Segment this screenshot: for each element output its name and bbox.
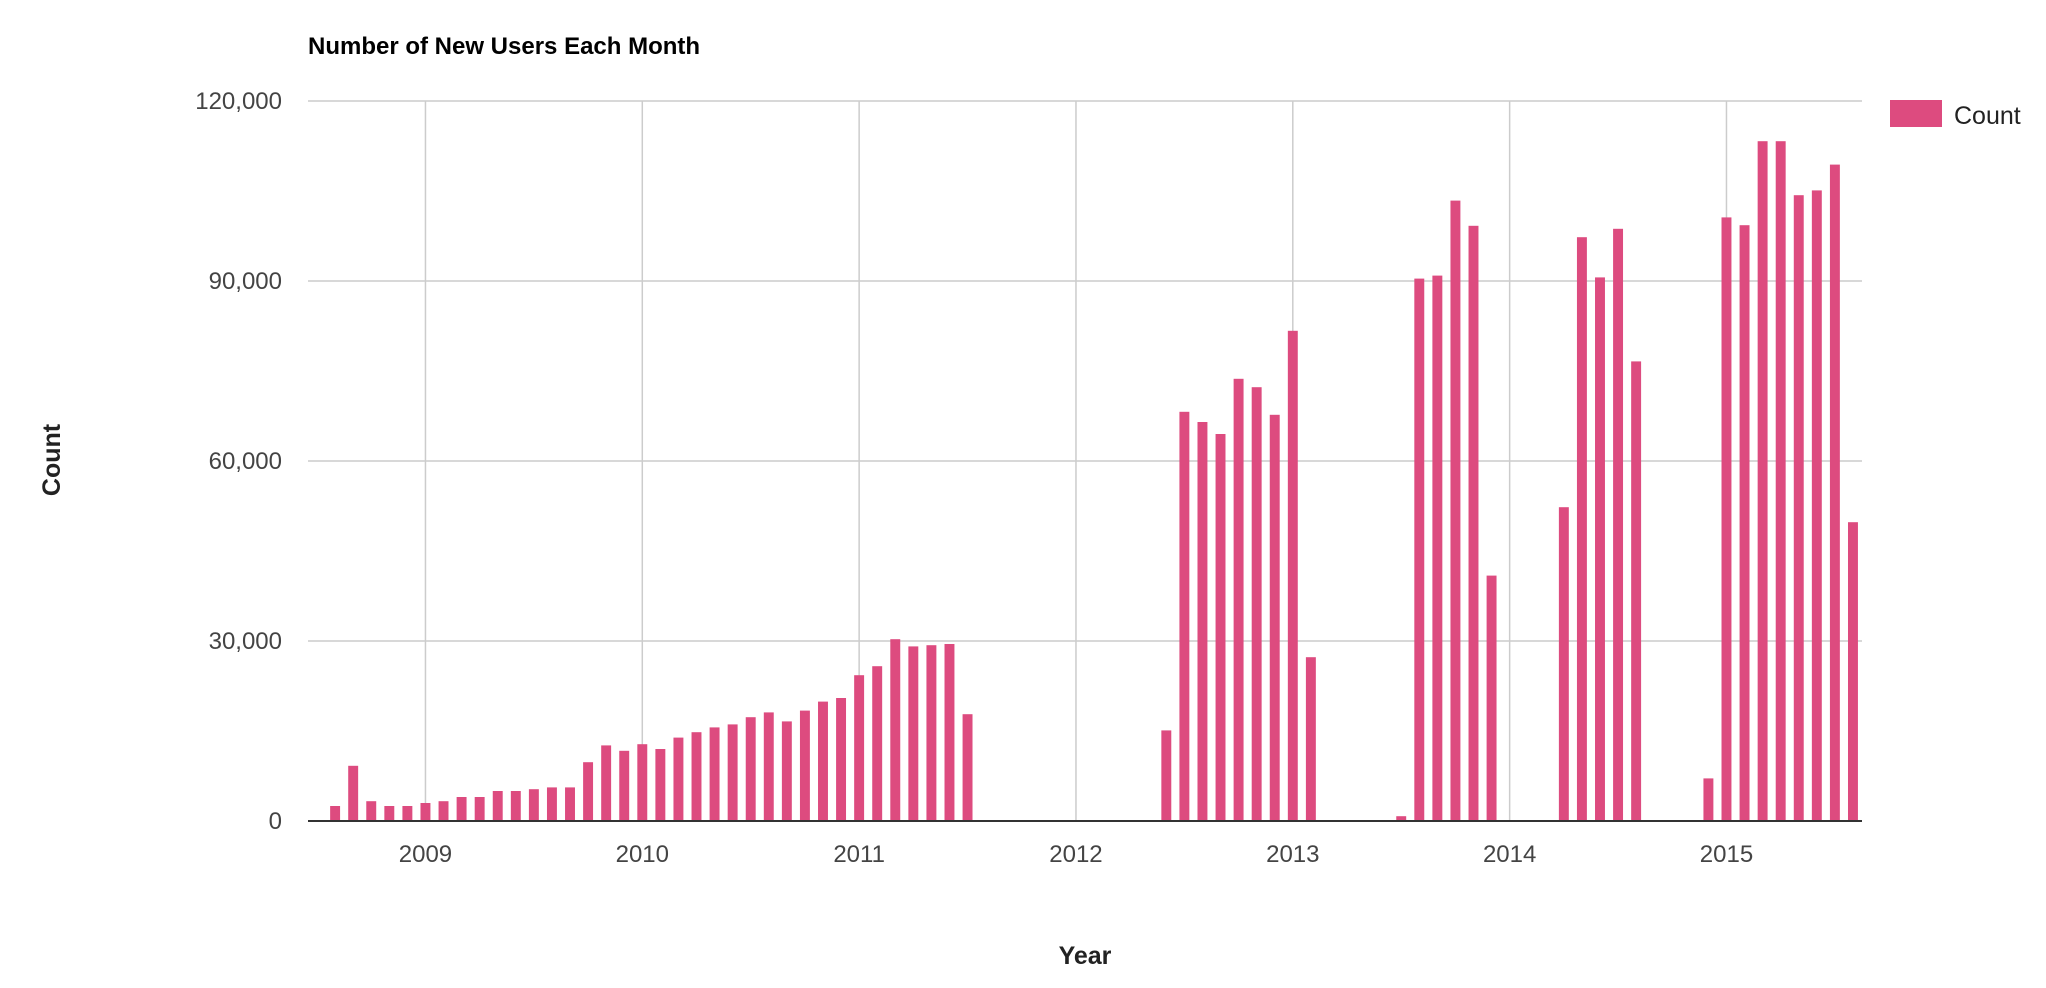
bars: [330, 141, 1858, 822]
bar: [763, 712, 774, 821]
bar: [709, 727, 720, 821]
bar: [1233, 378, 1244, 821]
x-tick-label: 2012: [1049, 841, 1102, 868]
legend-swatch: [1890, 100, 1942, 127]
bar: [528, 789, 539, 821]
bar: [854, 675, 865, 821]
chart-title: Number of New Users Each Month: [308, 33, 700, 60]
bar: [1305, 657, 1316, 821]
bar: [836, 698, 847, 821]
x-tick-label: 2015: [1700, 841, 1753, 868]
bar: [1829, 164, 1840, 822]
bar: [420, 803, 431, 821]
bar: [637, 744, 648, 821]
bar: [1631, 361, 1642, 821]
bar: [1179, 411, 1190, 821]
bar: [1269, 414, 1280, 821]
bar: [1775, 141, 1786, 821]
bar: [727, 724, 738, 821]
y-tick-label: 0: [269, 808, 282, 835]
bar: [781, 721, 792, 821]
bar: [1215, 434, 1226, 821]
bar: [510, 791, 521, 821]
bar: [673, 737, 684, 821]
bar: [1432, 275, 1443, 822]
x-tick-labels: 2009 2010 2011 2012 2013 2014 2015: [399, 841, 1753, 868]
bar: [456, 797, 467, 821]
x-tick-label: 2013: [1266, 841, 1319, 868]
bar: [474, 797, 485, 821]
legend: Count: [1890, 100, 2021, 130]
bar: [1811, 190, 1822, 821]
bar: [1414, 278, 1425, 822]
bar: [890, 639, 901, 821]
bar: [962, 714, 973, 821]
bar: [601, 745, 612, 821]
y-tick-label: 30,000: [209, 628, 282, 655]
bar: [926, 645, 937, 821]
bar: [1197, 422, 1208, 821]
bar: [583, 762, 594, 821]
bar: [691, 732, 702, 821]
bar: [818, 701, 828, 821]
legend-label: Count: [1954, 102, 2021, 130]
x-tick-label: 2009: [399, 841, 452, 868]
bar: [944, 644, 955, 821]
bar: [348, 765, 359, 821]
bar: [438, 801, 449, 821]
bar: [1721, 217, 1732, 821]
bar: [1161, 730, 1172, 821]
y-gridlines: [308, 100, 1862, 642]
y-axis-title: Count: [38, 423, 66, 496]
bar: [366, 801, 377, 821]
bar: [1468, 225, 1479, 822]
bar: [402, 806, 413, 821]
x-axis-title: Year: [1059, 942, 1112, 970]
bar: [872, 666, 883, 821]
x-tick-label: 2014: [1483, 841, 1536, 868]
bar: [384, 806, 395, 821]
bar: [1793, 195, 1804, 821]
bar: [619, 750, 630, 821]
y-tick-label: 120,000: [195, 88, 282, 115]
bar: [1486, 575, 1497, 821]
bar: [1847, 522, 1858, 821]
bar: [1287, 330, 1298, 821]
bar: [1558, 507, 1569, 821]
bar: [565, 787, 575, 821]
bar: [655, 749, 666, 821]
bar: [908, 646, 919, 821]
bar: [1613, 228, 1624, 822]
bar: [1595, 277, 1605, 821]
bar: [799, 710, 810, 821]
bar: [330, 806, 341, 821]
y-tick-label: 90,000: [209, 268, 282, 295]
bar: [1739, 225, 1750, 821]
bar: [1576, 237, 1587, 821]
y-tick-label: 60,000: [209, 448, 282, 475]
bar: [1251, 387, 1262, 821]
bar: [1757, 141, 1768, 821]
bar: [745, 717, 756, 821]
bar: [546, 787, 557, 821]
bar: [1703, 778, 1714, 821]
x-tick-label: 2010: [616, 841, 669, 868]
bar: [1450, 200, 1461, 822]
x-tick-label: 2011: [833, 841, 885, 868]
y-tick-labels: 0 30,000 60,000 90,000 120,000: [195, 88, 282, 835]
bar: [492, 791, 503, 821]
bar: [1396, 816, 1407, 821]
